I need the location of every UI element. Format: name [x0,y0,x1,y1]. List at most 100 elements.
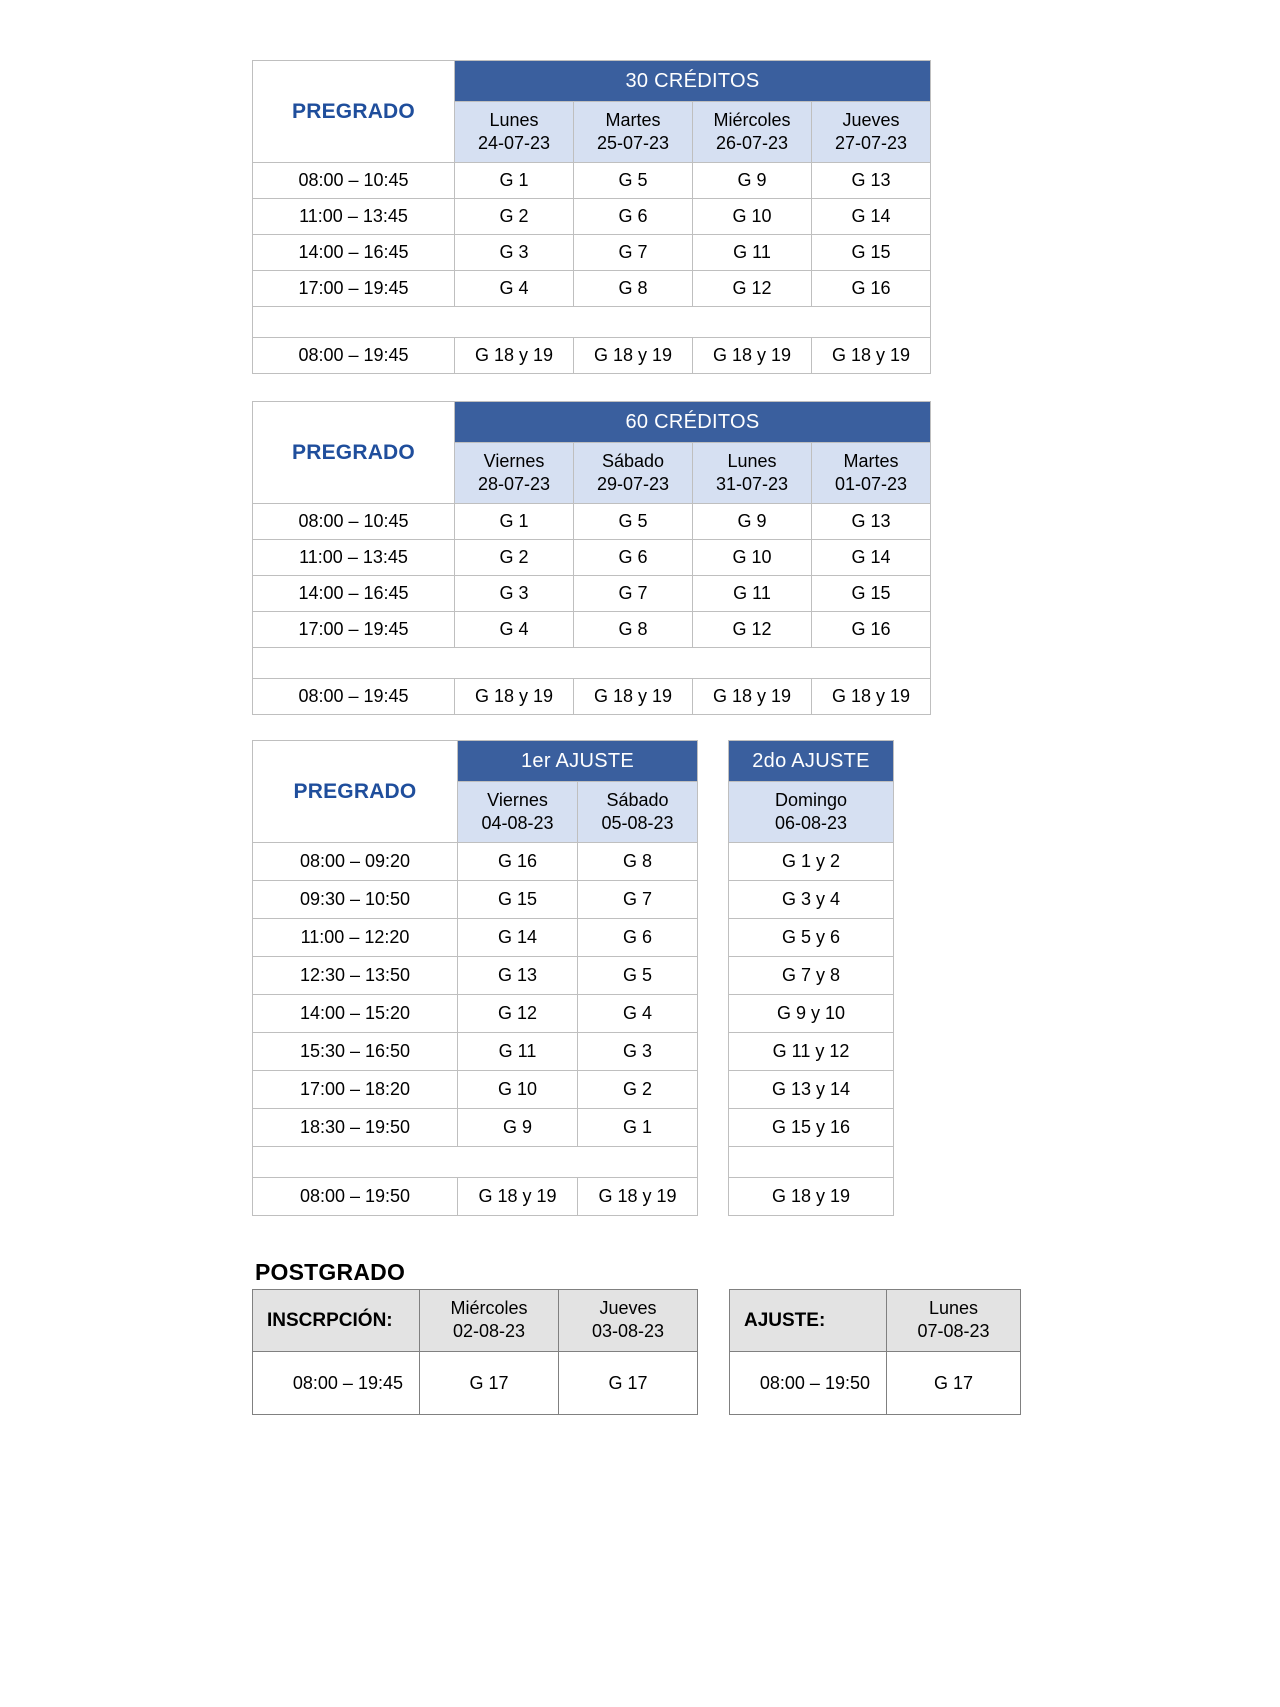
group-cell: G 8 [573,611,693,648]
group-cell: G 8 [576,842,699,881]
group-cell: G 1 [576,1108,699,1147]
time-slot: 17:00 – 19:45 [252,611,455,648]
group-cell: G 18 y 19 [454,337,574,374]
group-cell: G 6 [576,918,699,957]
corner-cell-pregrado: PREGRADO [252,740,458,843]
time-slot: 12:30 – 13:50 [252,956,458,995]
table-row: G 3 y 4 [728,880,894,919]
group-cell: G 9 y 10 [728,994,894,1033]
group-cell: G 16 [810,611,932,648]
table-final-row: 08:00 – 19:45 G 18 y 19 G 18 y 19 G 18 y… [252,337,932,374]
group-cell: G 7 [573,234,693,271]
day-name: Viernes [487,789,548,810]
postgrado-title: POSTGRADO [255,1259,406,1285]
day-name: Miércoles [450,1297,528,1318]
group-cell: G 4 [454,611,574,648]
group-cell: G 14 [457,918,578,957]
day-date: 24-07-23 [477,133,551,153]
group-cell: G 9 [457,1108,578,1147]
day-header-lunes: Lunes 31-07-23 [692,442,812,504]
group-cell: G 18 y 19 [576,1177,699,1216]
banner-60-creditos: 60 CRÉDITOS [453,401,932,443]
spacer-cell [251,647,932,679]
day-name: Miércoles [713,109,791,130]
table-row: 14:00 – 16:45 G 3 G 7 G 11 G 15 [252,234,932,271]
group-cell: G 10 [692,198,812,235]
table-row: G 9 y 10 [728,994,894,1033]
group-cell: G 3 [454,234,574,271]
group-cell: G 18 y 19 [454,678,574,715]
time-slot: 17:00 – 19:45 [252,270,455,307]
day-name: Jueves [842,109,900,130]
day-date: 27-07-23 [834,133,908,153]
table-spacer-row [251,647,932,679]
time-slot: 08:00 – 10:45 [252,162,455,199]
day-header-miercoles: Miércoles 02-08-23 [419,1289,559,1352]
day-header-martes: Martes 01-07-23 [810,442,932,504]
table-row: G 13 y 14 [728,1070,894,1109]
group-cell: G 9 [692,503,812,540]
banner-1er-ajuste: 1er AJUSTE [456,740,699,782]
group-cell: G 8 [573,270,693,307]
group-cell: G 13 [810,503,932,540]
day-name: Viernes [483,450,545,471]
time-slot: 09:30 – 10:50 [252,880,458,919]
group-cell: G 11 y 12 [728,1032,894,1071]
day-name: Martes [843,450,899,471]
time-slot: 18:30 – 19:50 [252,1108,458,1147]
day-header-jueves: Jueves 03-08-23 [558,1289,698,1352]
table-row: G 5 y 6 [728,918,894,957]
time-slot: 08:00 – 19:45 [252,1351,420,1415]
day-name: Sábado [606,789,669,810]
spacer-cell [728,1146,894,1178]
table-final-row: 08:00 – 19:50 G 18 y 19 G 18 y 19 [252,1177,699,1216]
group-cell: G 11 [457,1032,578,1071]
corner-label: PREGRADO [292,99,415,123]
table-row: G 15 y 16 [728,1108,894,1147]
day-date: 01-07-23 [834,474,908,494]
time-slot: 08:00 – 19:50 [729,1351,887,1415]
day-date: 28-07-23 [477,474,551,494]
time-slot: 11:00 – 13:45 [252,539,455,576]
table-row: 17:00 – 19:45 G 4 G 8 G 12 G 16 [252,611,932,648]
group-cell: G 13 y 14 [728,1070,894,1109]
group-cell: G 10 [457,1070,578,1109]
table-day-header-row: Domingo 06-08-23 [728,781,894,843]
table-final-row: 08:00 – 19:45 G 18 y 19 G 18 y 19 G 18 y… [252,678,932,715]
group-cell: G 10 [692,539,812,576]
group-cell: G 6 [573,539,693,576]
time-slot: 14:00 – 16:45 [252,575,455,612]
day-name: Jueves [599,1297,657,1318]
table-postgrado-inscripcion: INSCRPCIÓN: Miércoles 02-08-23 Jueves 03… [252,1289,698,1415]
table-row: G 7 y 8 [728,956,894,995]
table-header-banner-row: PREGRADO 60 CRÉDITOS [252,401,932,504]
group-cell: G 16 [457,842,578,881]
day-header-jueves: Jueves 27-07-23 [810,101,932,163]
table-row: 11:00 – 12:20 G 14 G 6 [252,918,699,957]
day-header-viernes: Viernes 28-07-23 [454,442,574,504]
table-row: 14:00 – 15:20 G 12 G 4 [252,994,699,1033]
group-cell: G 5 [573,162,693,199]
group-cell: G 12 [692,611,812,648]
day-name: Lunes [727,450,777,471]
group-cell: G 14 [810,198,932,235]
group-cell: G 18 y 19 [728,1177,894,1216]
day-date: 31-07-23 [715,474,789,494]
banner-30-creditos: 30 CRÉDITOS [453,60,932,102]
table-row: G 11 y 12 [728,1032,894,1071]
table-header-row: AJUSTE: Lunes 07-08-23 [729,1289,1021,1352]
group-cell: G 11 [692,234,812,271]
group-cell: G 18 y 19 [573,337,693,374]
day-date: 02-08-23 [452,1321,526,1341]
group-cell: G 15 y 16 [728,1108,894,1147]
time-slot: 17:00 – 18:20 [252,1070,458,1109]
table-row: 18:30 – 19:50 G 9 G 1 [252,1108,699,1147]
time-slot: 08:00 – 19:45 [252,678,455,715]
group-cell: G 13 [810,162,932,199]
day-date: 05-08-23 [601,813,674,833]
time-slot: 11:00 – 13:45 [252,198,455,235]
group-cell: G 18 y 19 [692,678,812,715]
group-cell: G 5 y 6 [728,918,894,957]
group-cell: G 2 [454,198,574,235]
table-header-banner-row: PREGRADO 30 CRÉDITOS [252,60,932,163]
